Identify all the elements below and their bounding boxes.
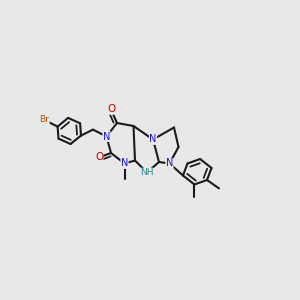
Text: N: N <box>121 158 128 169</box>
Text: N: N <box>166 158 173 169</box>
Text: Br: Br <box>40 116 49 124</box>
Text: NH: NH <box>140 168 154 177</box>
Text: N: N <box>103 131 110 142</box>
Text: N: N <box>149 134 157 145</box>
Text: O: O <box>95 152 103 163</box>
Text: O: O <box>107 104 115 115</box>
